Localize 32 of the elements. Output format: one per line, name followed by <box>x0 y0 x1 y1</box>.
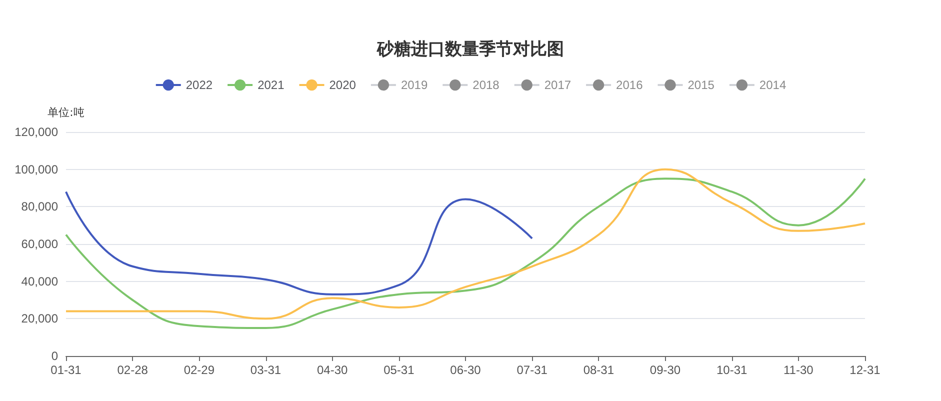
x-tick-label: 09-30 <box>650 363 681 377</box>
legend-label: 2022 <box>186 78 213 92</box>
x-tick-label: 02-29 <box>184 363 215 377</box>
legend-label: 2014 <box>759 78 786 92</box>
legend-label: 2019 <box>400 78 428 92</box>
chart-title: 砂糖进口数量季节对比图 <box>376 40 564 60</box>
legend-label: 2020 <box>329 78 356 92</box>
x-tick-label: 04-30 <box>316 363 348 377</box>
x-tick-label: 05-31 <box>384 363 415 377</box>
x-tick-label: 06-30 <box>450 363 482 377</box>
legend-label: 2015 <box>688 78 715 92</box>
legend-label: 2016 <box>616 78 644 92</box>
y-tick-label: 0 <box>51 349 58 363</box>
x-tick-label: 01-31 <box>50 363 82 377</box>
x-tick-label: 11-30 <box>784 363 814 377</box>
x-tick-label: 03-31 <box>250 363 282 377</box>
x-tick-label: 12-31 <box>850 363 881 377</box>
legend-label: 2021 <box>258 78 285 92</box>
y-tick-label: 120,000 <box>14 125 58 139</box>
x-tick-label: 07-31 <box>516 363 548 377</box>
x-tick-label: 02-28 <box>117 363 148 377</box>
legend-label: 2018 <box>472 78 500 92</box>
y-tick-label: 20,000 <box>21 312 58 326</box>
y-axis-title: 单位:吨 <box>48 106 84 119</box>
y-tick-label: 80,000 <box>21 200 58 214</box>
x-tick-label: 08-31 <box>583 363 614 377</box>
line-series <box>65 190 534 296</box>
legend-label: 2017 <box>544 78 572 92</box>
y-tick-label: 100,000 <box>14 162 58 176</box>
y-tick-label: 40,000 <box>21 274 58 288</box>
x-tick-label: 10-31 <box>716 363 748 377</box>
y-tick-label: 60,000 <box>21 237 58 251</box>
